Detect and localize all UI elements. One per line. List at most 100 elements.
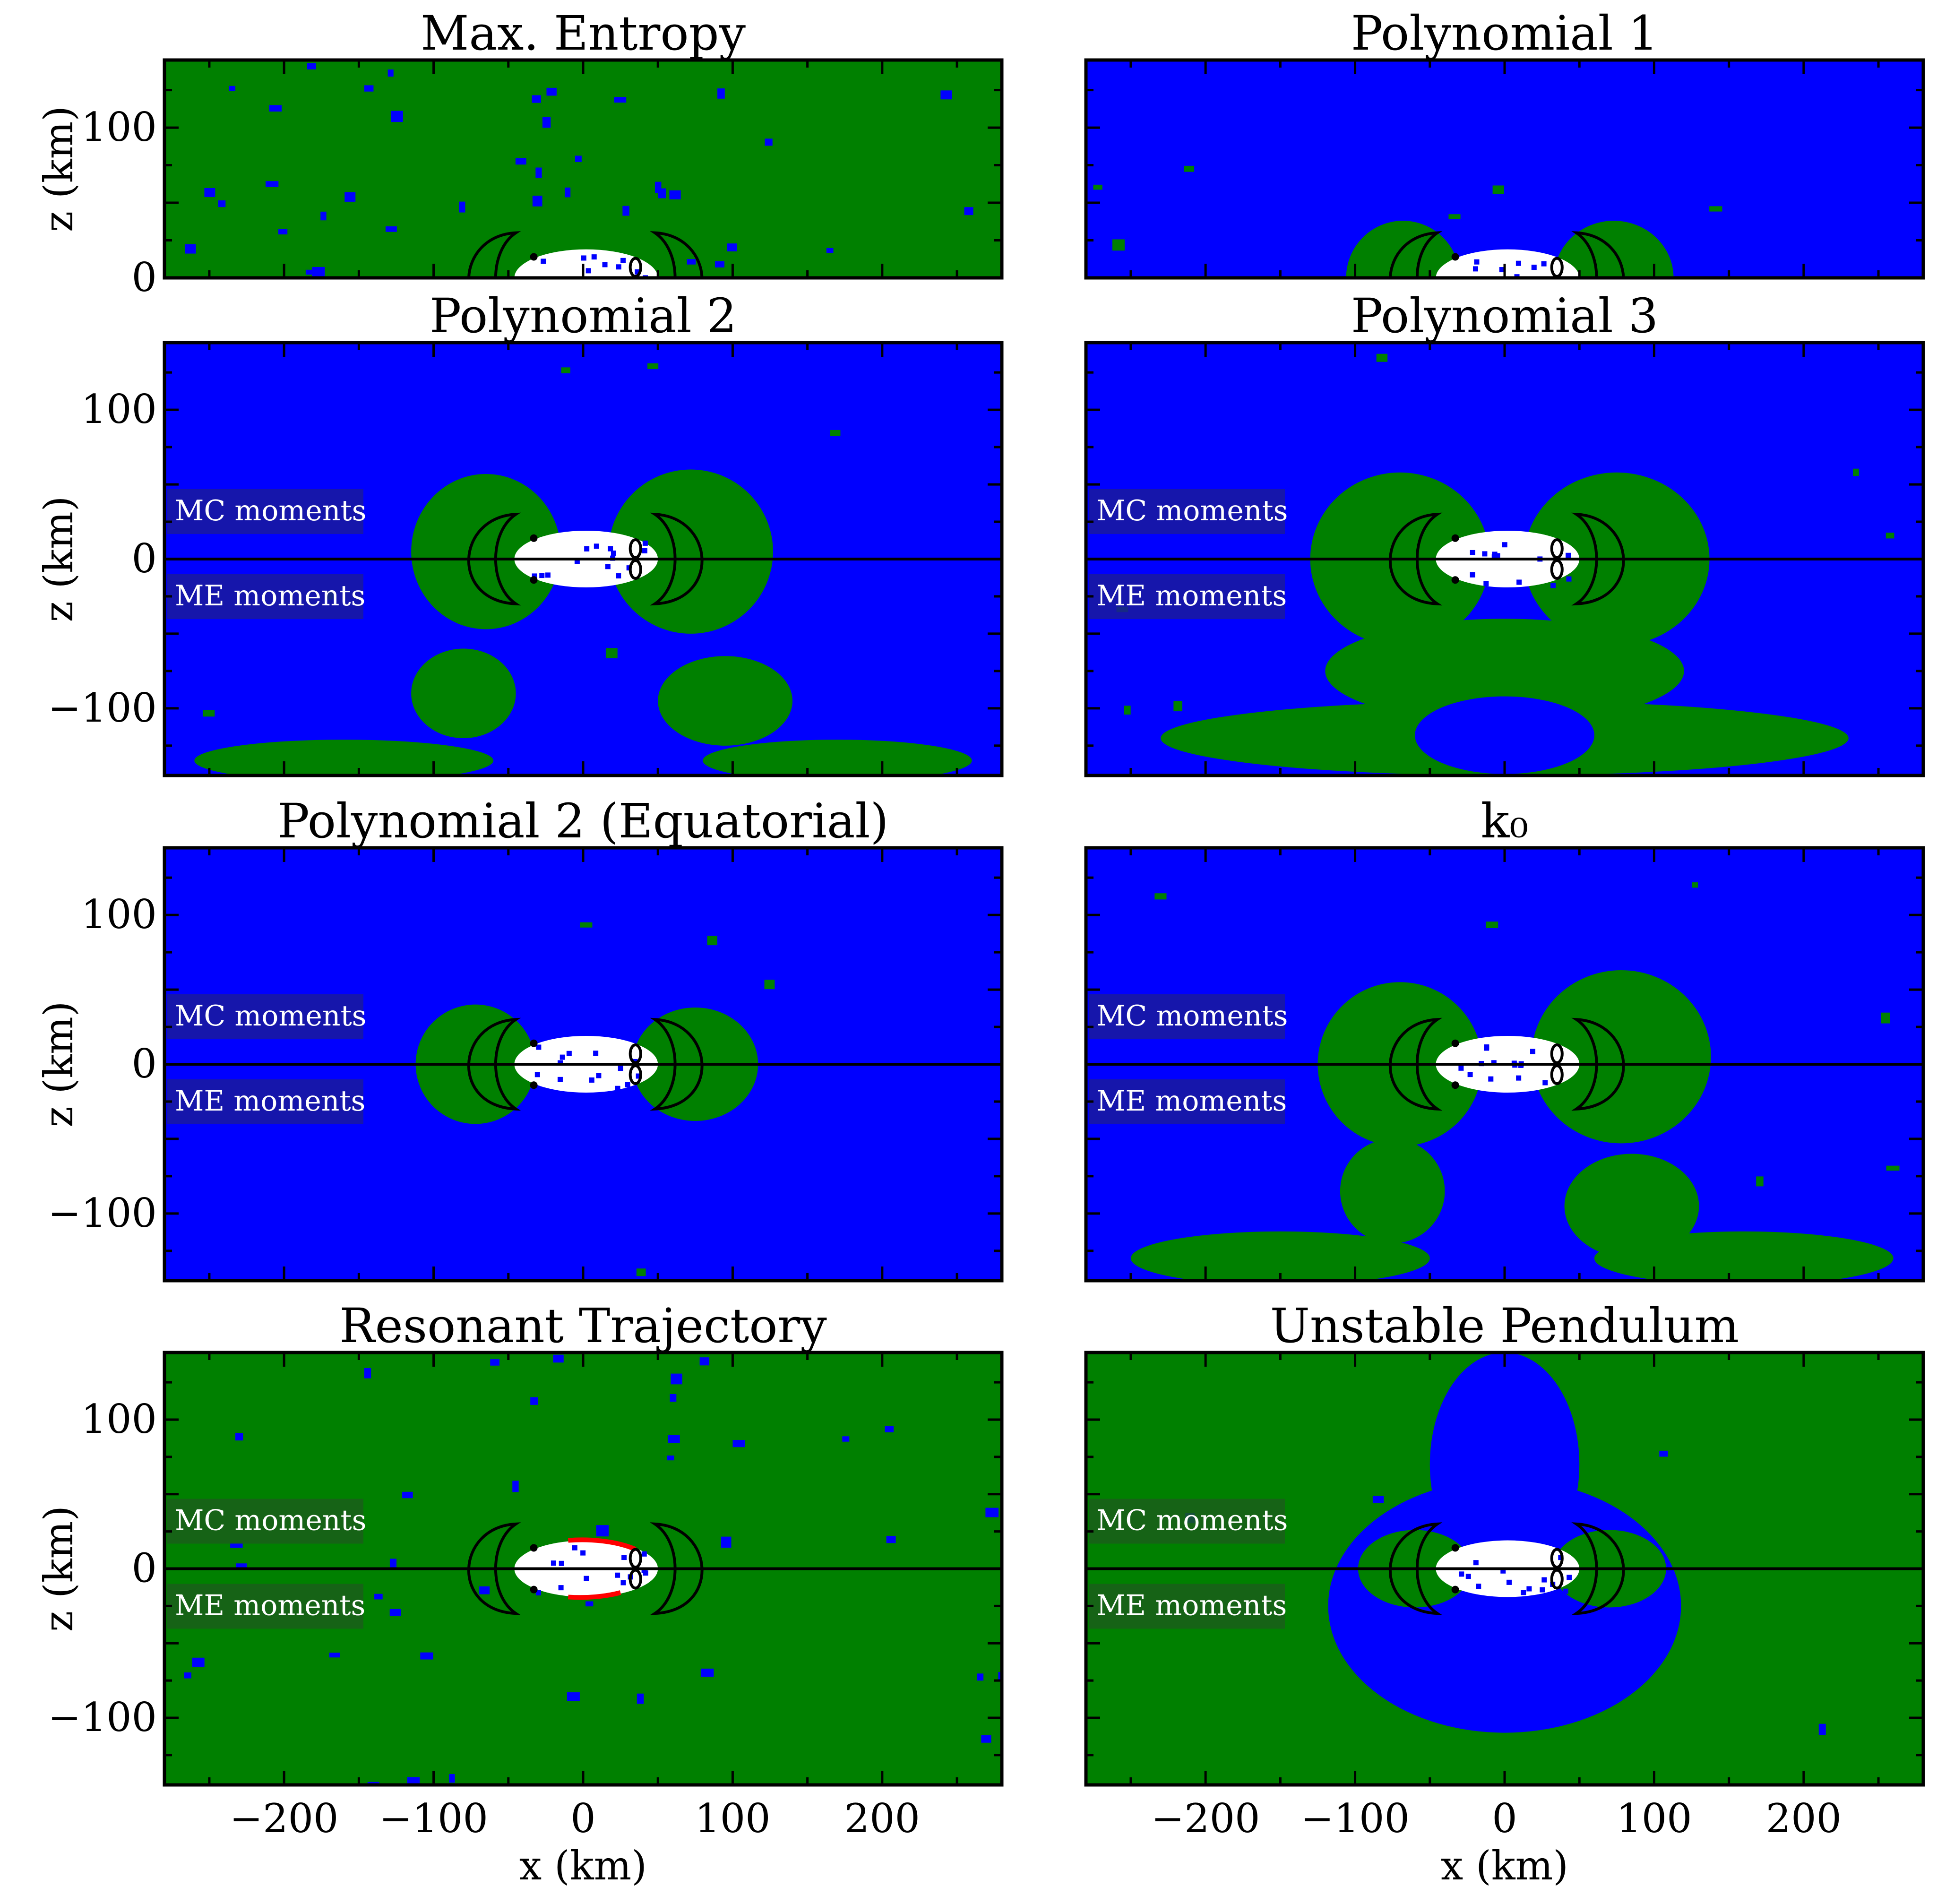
density-contour (650, 1017, 704, 1111)
speckle (389, 1559, 397, 1568)
speckle (420, 1652, 433, 1660)
core-pixel (1465, 1574, 1471, 1579)
density-contour (628, 1548, 642, 1569)
density-contour (1550, 1043, 1564, 1064)
y-tick-label: 100 (81, 891, 157, 938)
core-pixel (594, 543, 599, 549)
speckle (670, 1394, 677, 1402)
y-tick-label: 0 (132, 535, 157, 582)
me-label-box (1089, 574, 1285, 619)
speckle (1154, 893, 1167, 900)
speckle (1112, 239, 1125, 251)
core-pixel (539, 573, 545, 578)
speckle (977, 1673, 984, 1681)
core-pixel (536, 1044, 542, 1050)
speckle (407, 1777, 420, 1785)
speckle (636, 1268, 646, 1276)
panel-7: MC moments ME moments −100 0 100 −200 −100 0 100… (35, 1298, 1004, 1889)
speckle (344, 192, 356, 202)
contour-dot (1451, 1081, 1459, 1089)
panel-1: 0 100 Max. Entropy z (km) (35, 6, 1004, 301)
plot-area: MC moments ME moments (164, 343, 1002, 775)
core-pixel (1474, 259, 1480, 265)
density-contour (650, 1522, 704, 1615)
speckle (1692, 882, 1698, 888)
core-pixel (589, 1077, 594, 1083)
speckle (565, 187, 571, 198)
core-pixel (642, 548, 647, 554)
core-pixel (574, 559, 580, 564)
core-pixel (643, 1570, 648, 1576)
contour-dot (530, 1081, 538, 1089)
speckle (364, 85, 374, 92)
x-tick-label: −100 (379, 1795, 488, 1842)
me-label-box (167, 1584, 363, 1629)
me-label-box (1089, 1079, 1285, 1124)
speckle (459, 201, 465, 213)
speckle (235, 1433, 243, 1441)
speckle (667, 1456, 674, 1461)
mc-label-box (1089, 489, 1285, 534)
plot-area (1086, 60, 1923, 286)
density-contour (467, 512, 521, 606)
speckle (184, 1672, 191, 1679)
density-contour (467, 231, 521, 278)
speckle (535, 167, 542, 178)
speckle (1173, 701, 1182, 712)
core-pixel (611, 550, 616, 556)
contour-dot (1451, 253, 1459, 261)
y-tick-label: −100 (48, 1694, 157, 1740)
core-pixel (557, 1077, 563, 1082)
contour-dot (530, 576, 538, 584)
core-pixel (591, 254, 597, 260)
speckle (614, 97, 627, 103)
speckle (721, 1536, 732, 1548)
core-pixel (1542, 1080, 1548, 1086)
core-pixel (580, 1550, 586, 1556)
core-pixel (605, 564, 611, 569)
core-pixel (1503, 281, 1508, 286)
core-pixel (1488, 1076, 1494, 1082)
density-contour (1388, 1522, 1443, 1615)
core-pixel (1566, 576, 1572, 582)
speckle (530, 1397, 538, 1405)
speckle (727, 243, 737, 251)
plot-area: MC moments ME moments (164, 1353, 1002, 1785)
speckle (669, 190, 681, 199)
contour-dot (530, 1585, 538, 1594)
speckle (687, 259, 696, 265)
density-contour (628, 538, 642, 559)
core-pixel (642, 540, 648, 546)
me-moments-label: ME moments (175, 1589, 365, 1622)
core-pixel (1502, 542, 1507, 548)
core-pixel (1521, 1590, 1526, 1595)
core-pixel (596, 1073, 602, 1078)
speckle (765, 138, 773, 146)
core-pixel (641, 1551, 647, 1557)
region-blob (1415, 696, 1594, 774)
panel-6: MC moments ME moments k₀ (1084, 793, 1925, 1283)
density-contour (1388, 1017, 1443, 1111)
region-blob (1564, 1154, 1699, 1258)
panel-title: k₀ (1481, 793, 1529, 849)
core-pixel (602, 262, 608, 267)
region-blob (1594, 1231, 1894, 1281)
speckle (512, 1481, 519, 1492)
x-tick-label: 0 (570, 1795, 595, 1842)
speckle (647, 363, 659, 369)
region-blob (1340, 1138, 1445, 1244)
speckle (374, 1594, 383, 1600)
plume-region (411, 474, 561, 629)
x-tick-label: −100 (1300, 1795, 1410, 1842)
speckle (885, 1426, 894, 1432)
core-pixel (585, 268, 591, 274)
speckle (981, 1735, 991, 1743)
y-axis-label: z (km) (35, 106, 82, 232)
speckle (389, 1609, 401, 1616)
speckle (479, 1586, 490, 1594)
core-pixel (584, 1576, 589, 1581)
region-blob (194, 740, 494, 775)
core-pixel (560, 1054, 565, 1060)
core-pixel (1491, 1060, 1497, 1066)
y-tick-label: 0 (132, 1545, 157, 1592)
